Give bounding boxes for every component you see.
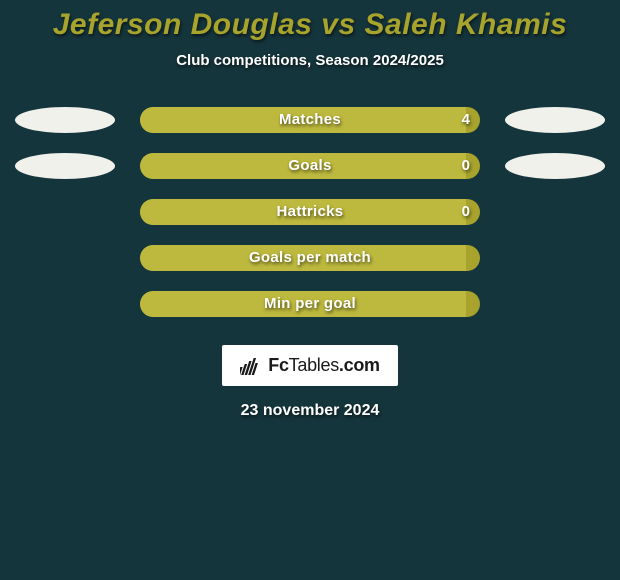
player2-name: Saleh Khamis (365, 8, 568, 41)
page-title: Jeferson Douglas vs Saleh Khamis (0, 0, 620, 42)
stat-row: Goals per match (0, 235, 620, 281)
stat-label: Hattricks (140, 199, 480, 225)
stat-bar: Hattricks0 (140, 199, 480, 225)
subtitle: Club competitions, Season 2024/2025 (0, 52, 620, 69)
player2-ellipse (505, 153, 605, 179)
stat-row: Min per goal (0, 281, 620, 327)
logo-text-com: .com (339, 355, 380, 375)
logo-text: FcTables.com (268, 355, 379, 376)
stat-value: 0 (462, 153, 470, 179)
stat-row: Hattricks0 (0, 189, 620, 235)
player1-ellipse (15, 107, 115, 133)
logo-text-fc: Fc (268, 355, 288, 375)
stat-bar: Goals0 (140, 153, 480, 179)
comparison-card: Jeferson Douglas vs Saleh Khamis Club co… (0, 0, 620, 580)
player1-ellipse (15, 153, 115, 179)
logo-text-tables: Tables (289, 355, 339, 375)
stats-list: Matches4Goals0Hattricks0Goals per matchM… (0, 97, 620, 327)
player1-name: Jeferson Douglas (53, 8, 313, 41)
stat-label: Goals per match (140, 245, 480, 271)
fctables-logo: FcTables.com (222, 345, 397, 386)
stat-value: 4 (462, 107, 470, 133)
stat-label: Goals (140, 153, 480, 179)
date-text: 23 november 2024 (0, 402, 620, 420)
stat-row: Goals0 (0, 143, 620, 189)
vs-separator: vs (321, 8, 355, 41)
stat-bar: Goals per match (140, 245, 480, 271)
stat-bar: Min per goal (140, 291, 480, 317)
stat-row: Matches4 (0, 97, 620, 143)
stat-label: Min per goal (140, 291, 480, 317)
player2-ellipse (505, 107, 605, 133)
stat-bar: Matches4 (140, 107, 480, 133)
stat-label: Matches (140, 107, 480, 133)
bar-chart-icon (240, 357, 262, 375)
stat-value: 0 (462, 199, 470, 225)
